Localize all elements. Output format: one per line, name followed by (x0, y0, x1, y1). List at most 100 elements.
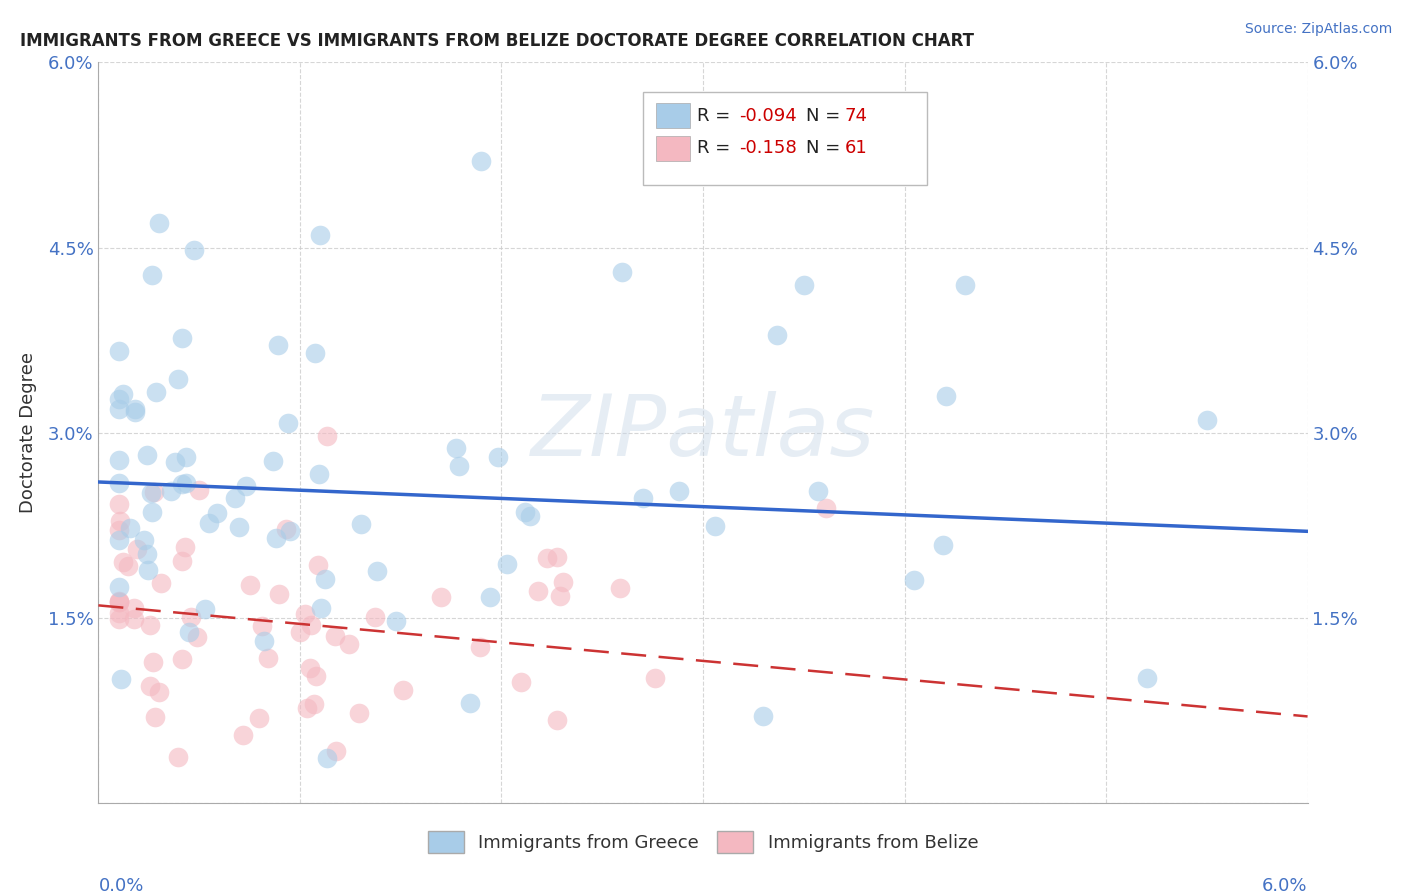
Point (444, 441, 467, 455)
Point (350, 517, 373, 532)
Point (247, 711, 270, 725)
Point (468, 640, 491, 654)
Point (267, 587, 290, 601)
Point (166, 750, 188, 764)
Point (180, 609, 202, 624)
Point (117, 558, 139, 573)
Bar (655, 103, 690, 128)
Point (177, 625, 200, 640)
Point (449, 458, 471, 473)
Point (267, 338, 290, 352)
Point (315, 429, 337, 443)
Point (519, 509, 541, 524)
Point (392, 683, 415, 698)
Point (366, 564, 388, 578)
Point (149, 575, 172, 590)
Point (253, 633, 276, 648)
Point (143, 710, 166, 724)
Point (903, 574, 925, 588)
Point (141, 506, 163, 520)
Point (160, 484, 183, 499)
Point (108, 514, 131, 528)
Text: Source: ZipAtlas.com: Source: ZipAtlas.com (1244, 22, 1392, 37)
Point (107, 497, 129, 511)
Point (107, 523, 129, 537)
Point (308, 467, 330, 481)
Point (276, 522, 298, 536)
Bar (655, 136, 690, 161)
Point (170, 331, 193, 345)
Point (349, 706, 371, 720)
Point (385, 614, 408, 628)
Point (107, 533, 129, 548)
Point (631, 491, 654, 505)
Point (553, 575, 575, 590)
Point (239, 578, 262, 592)
Point (136, 563, 159, 577)
Point (124, 405, 146, 419)
Point (207, 506, 229, 520)
Point (935, 389, 957, 403)
Point (953, 277, 976, 292)
Point (430, 590, 453, 604)
Point (316, 751, 339, 765)
Point (170, 476, 193, 491)
Point (304, 346, 326, 360)
Point (122, 601, 145, 615)
Point (145, 384, 167, 399)
Point (264, 532, 287, 546)
Text: R =: R = (697, 138, 742, 157)
Point (1135, 671, 1157, 685)
Text: -0.158: -0.158 (740, 138, 797, 157)
Point (323, 629, 346, 643)
Point (314, 572, 336, 586)
Point (142, 655, 165, 669)
Point (139, 618, 162, 632)
Text: R =: R = (697, 107, 735, 125)
Text: ZIPatlas: ZIPatlas (531, 391, 875, 475)
Point (110, 672, 132, 686)
Point (148, 685, 170, 699)
Point (765, 328, 787, 343)
Point (174, 450, 197, 464)
Point (107, 476, 129, 491)
Point (170, 554, 193, 568)
Point (256, 651, 278, 665)
Point (612, 265, 634, 279)
Text: N =: N = (806, 107, 846, 125)
Point (107, 606, 129, 620)
Point (224, 491, 246, 506)
Point (132, 533, 155, 547)
Point (125, 541, 148, 556)
Point (793, 277, 815, 292)
Point (107, 595, 129, 609)
Point (479, 590, 502, 604)
Legend: Immigrants from Greece, Immigrants from Belize: Immigrants from Greece, Immigrants from … (420, 824, 986, 861)
Point (496, 557, 519, 571)
Point (141, 486, 163, 500)
Point (309, 601, 332, 615)
Point (235, 479, 257, 493)
Text: 6.0%: 6.0% (1263, 877, 1308, 892)
Point (143, 485, 166, 500)
Point (172, 652, 194, 666)
Point (107, 453, 129, 467)
FancyBboxPatch shape (643, 92, 927, 185)
Point (163, 455, 186, 469)
Point (510, 674, 533, 689)
Point (704, 518, 727, 533)
Text: 74: 74 (845, 107, 868, 125)
Text: 0.0%: 0.0% (98, 877, 143, 892)
Point (470, 154, 492, 169)
Point (460, 696, 482, 710)
Point (111, 556, 134, 570)
Point (228, 520, 250, 534)
Point (136, 547, 159, 561)
Point (188, 483, 211, 498)
Point (486, 450, 509, 464)
Point (290, 625, 312, 640)
Point (339, 637, 361, 651)
Point (297, 701, 319, 715)
Point (107, 392, 129, 406)
Point (174, 475, 197, 490)
